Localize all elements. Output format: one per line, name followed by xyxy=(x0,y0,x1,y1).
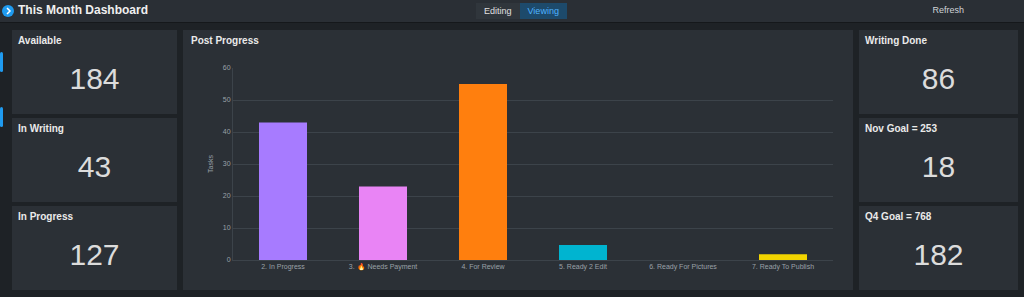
svg-text:6. Ready For Pictures: 6. Ready For Pictures xyxy=(649,263,717,271)
html-text:In Progress: In Progress xyxy=(18,211,73,222)
svg-text:30: 30 xyxy=(223,160,231,167)
html-text:182: 182 xyxy=(913,238,964,271)
html-text:In Writing: In Writing xyxy=(18,123,64,134)
svg-text:7. Ready To Publish: 7. Ready To Publish xyxy=(752,263,814,271)
svg-text:40: 40 xyxy=(223,128,231,135)
html-text:Nov Goal = 253: Nov Goal = 253 xyxy=(865,123,937,134)
html-text:Writing Done: Writing Done xyxy=(865,35,927,46)
svg-text:4. For Review: 4. For Review xyxy=(461,263,505,270)
html-text:18: 18 xyxy=(921,150,956,183)
svg-text:2. In Progress: 2. In Progress xyxy=(261,263,305,271)
html-text:86: 86 xyxy=(921,62,956,95)
svg-text:10: 10 xyxy=(223,224,231,231)
html-text:184: 184 xyxy=(69,62,120,95)
svg-text:50: 50 xyxy=(223,96,231,103)
html-text:Refresh: Refresh xyxy=(932,5,964,15)
html-text:Editing: Editing xyxy=(484,6,512,16)
html-text:Viewing: Viewing xyxy=(527,6,559,16)
svg-text:3. 🔥 Needs Payment: 3. 🔥 Needs Payment xyxy=(349,262,418,271)
html-text:Q4 Goal = 768: Q4 Goal = 768 xyxy=(865,211,932,222)
html-text:Post Progress: Post Progress xyxy=(191,35,259,46)
html-text:Available: Available xyxy=(18,35,62,46)
html-text:43: 43 xyxy=(77,150,112,183)
svg-text:20: 20 xyxy=(223,192,231,199)
svg-text:5. Ready 2 Edit: 5. Ready 2 Edit xyxy=(559,263,607,271)
html-text:127: 127 xyxy=(69,238,120,271)
svg-text:0: 0 xyxy=(227,256,231,263)
svg-text:Tasks: Tasks xyxy=(207,155,214,173)
html-text:This Month Dashboard: This Month Dashboard xyxy=(18,3,148,17)
svg-text:60: 60 xyxy=(223,64,231,71)
